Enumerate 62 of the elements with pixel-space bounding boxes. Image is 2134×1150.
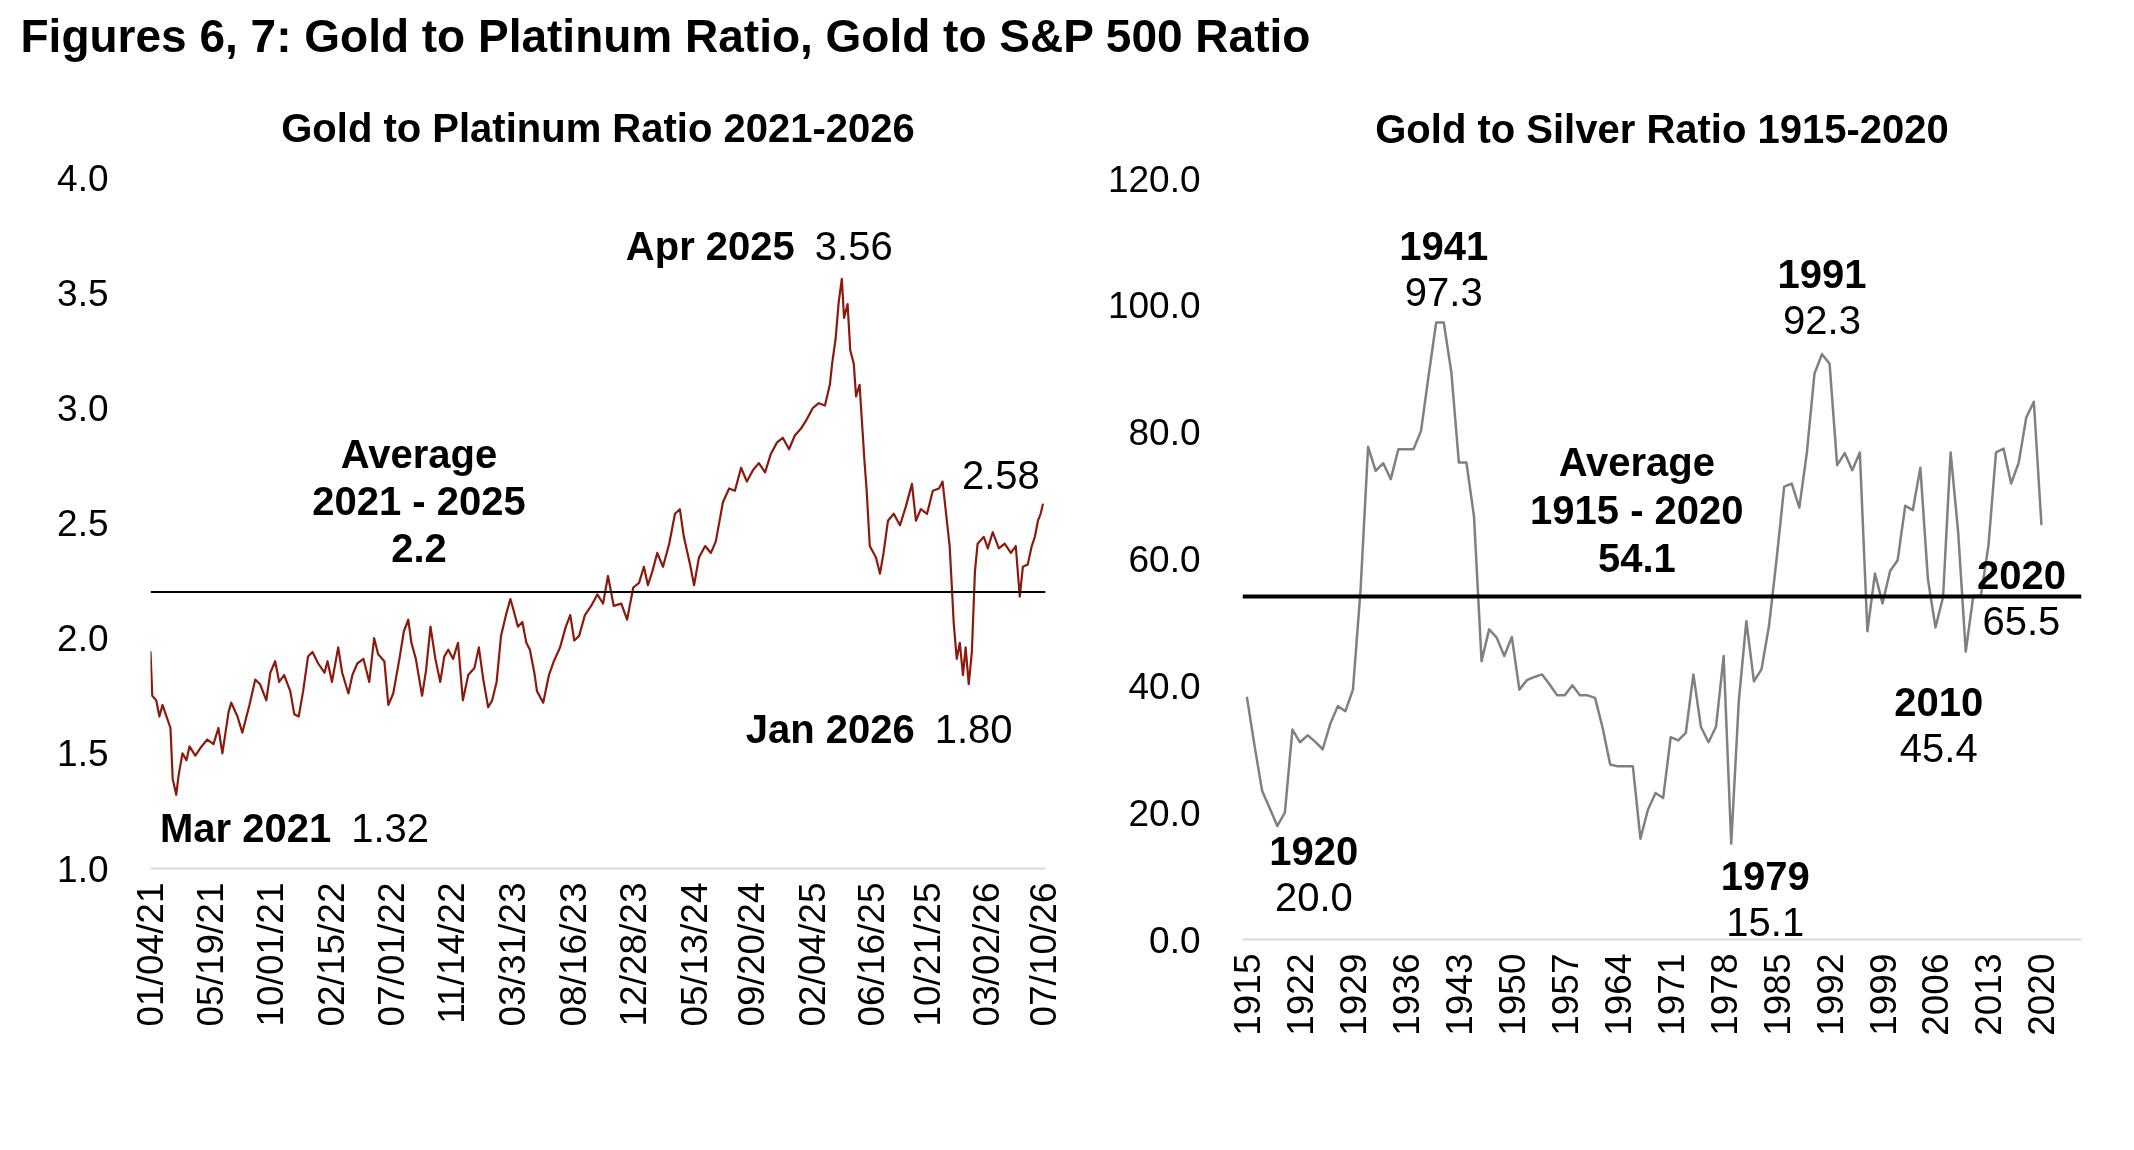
x-tick-label: 1950 bbox=[1491, 953, 1533, 1036]
x-tick-label: 09/20/24 bbox=[731, 882, 773, 1027]
x-tick-label: 12/28/23 bbox=[612, 882, 654, 1027]
x-tick-label: 1957 bbox=[1544, 953, 1586, 1036]
x-tick-label: 1999 bbox=[1862, 953, 1904, 1036]
y-tick-label: 40.0 bbox=[1128, 665, 1201, 707]
annotation: 1920 20.0 bbox=[1269, 828, 1359, 919]
x-tick-label: 2013 bbox=[1968, 953, 2010, 1036]
chart-title: Gold to Platinum Ratio 2021-2026 bbox=[281, 105, 915, 150]
annotation: 2.58 bbox=[961, 452, 1040, 497]
y-tick-label: 2.5 bbox=[57, 503, 109, 544]
y-tick-label: 2.0 bbox=[57, 618, 109, 660]
text: Figures 6, 7: Gold to Platinum Ratio, Gold to S&P 500 Ratio bbox=[20, 9, 1311, 62]
line-series bbox=[150, 277, 1044, 796]
x-tick-label: 1971 bbox=[1650, 953, 1692, 1036]
x-tick-label: 1978 bbox=[1703, 953, 1745, 1036]
x-tick-label: 01/04/21 bbox=[130, 882, 171, 1027]
x-tick-label: 11/14/22 bbox=[431, 882, 473, 1024]
annotation: 1991 92.3 bbox=[1777, 252, 1867, 343]
x-tick-label: 1915 bbox=[1227, 953, 1269, 1036]
y-tick-label: 20.0 bbox=[1128, 792, 1201, 834]
x-tick-label: 1992 bbox=[1809, 953, 1851, 1036]
x-tick-label: 1929 bbox=[1332, 953, 1374, 1036]
y-tick-label: 100.0 bbox=[1107, 285, 1201, 327]
x-tick-label: 05/13/24 bbox=[673, 882, 715, 1027]
y-tick-label: 4.0 bbox=[57, 157, 109, 199]
x-tick-label: 02/04/25 bbox=[792, 882, 834, 1027]
annotation: 2010 45.4 bbox=[1894, 679, 1984, 770]
x-tick-label: 1985 bbox=[1756, 953, 1798, 1036]
annotation: 1979 15.1 bbox=[1720, 853, 1810, 944]
annotation: 2020 65.5 bbox=[1976, 553, 2066, 644]
ref-line-label: Average 2021 - 2025 2.2 bbox=[312, 432, 526, 571]
x-tick-label: 1964 bbox=[1597, 953, 1639, 1036]
x-tick-label: 2020 bbox=[2021, 953, 2063, 1036]
x-tick-label: 05/19/21 bbox=[189, 882, 231, 1027]
y-tick-label: 3.5 bbox=[57, 272, 109, 314]
x-tick-label: 10/21/25 bbox=[906, 882, 948, 1027]
chart-title: Gold to Silver Ratio 1915-2020 bbox=[1375, 106, 1949, 151]
x-tick-label: 10/01/21 bbox=[249, 882, 291, 1027]
x-tick-label: 07/10/26 bbox=[1023, 882, 1065, 1027]
y-tick-label: 80.0 bbox=[1128, 412, 1201, 454]
x-tick-label: 03/31/23 bbox=[492, 882, 534, 1027]
y-tick-label: 1.0 bbox=[57, 848, 109, 890]
x-tick-label: 08/16/23 bbox=[553, 882, 595, 1027]
x-tick-label: 1922 bbox=[1280, 953, 1321, 1036]
x-tick-label: 02/15/22 bbox=[310, 882, 352, 1027]
x-tick-label: 1936 bbox=[1385, 953, 1427, 1036]
y-tick-label: 60.0 bbox=[1128, 539, 1201, 580]
annotation: Jan 2026 1.80 bbox=[745, 707, 1013, 752]
y-tick-label: 1.5 bbox=[57, 733, 109, 775]
annotation: 1941 97.3 bbox=[1399, 224, 1489, 315]
y-tick-label: 0.0 bbox=[1149, 919, 1201, 961]
y-tick-label: 3.0 bbox=[57, 387, 109, 429]
x-tick-label: 1943 bbox=[1438, 953, 1480, 1036]
annotation: Apr 2025 3.56 bbox=[625, 223, 893, 268]
x-tick-label: 07/01/22 bbox=[370, 882, 412, 1027]
x-tick-label: 03/02/26 bbox=[965, 882, 1007, 1027]
x-tick-label: 06/16/25 bbox=[850, 882, 892, 1027]
annotation: Mar 2021 1.32 bbox=[160, 805, 430, 850]
x-tick-label: 2006 bbox=[1915, 953, 1957, 1036]
ref-line-label: Average 1915 - 2020 54.1 bbox=[1530, 440, 1744, 581]
y-tick-label: 120.0 bbox=[1107, 158, 1201, 200]
